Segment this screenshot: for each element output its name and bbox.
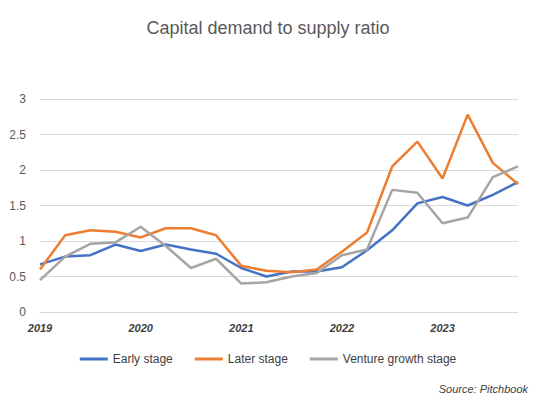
svg-text:0: 0 <box>19 305 26 319</box>
svg-text:2022: 2022 <box>329 322 354 334</box>
svg-text:2023: 2023 <box>429 322 454 334</box>
svg-text:1: 1 <box>19 234 26 248</box>
svg-text:Venture growth stage: Venture growth stage <box>343 352 457 366</box>
svg-text:2: 2 <box>19 163 26 177</box>
svg-text:Capital demand to supply ratio: Capital demand to supply ratio <box>146 18 389 38</box>
svg-text:2020: 2020 <box>127 322 153 334</box>
svg-text:2.5: 2.5 <box>9 128 26 142</box>
svg-text:2019: 2019 <box>27 322 53 334</box>
svg-text:Later stage: Later stage <box>228 352 288 366</box>
svg-text:Source: Pitchbook: Source: Pitchbook <box>439 383 529 395</box>
svg-text:2021: 2021 <box>228 322 253 334</box>
svg-text:Early stage: Early stage <box>113 352 173 366</box>
svg-text:1.5: 1.5 <box>9 199 26 213</box>
svg-text:0.5: 0.5 <box>9 270 26 284</box>
svg-text:3: 3 <box>19 92 26 106</box>
